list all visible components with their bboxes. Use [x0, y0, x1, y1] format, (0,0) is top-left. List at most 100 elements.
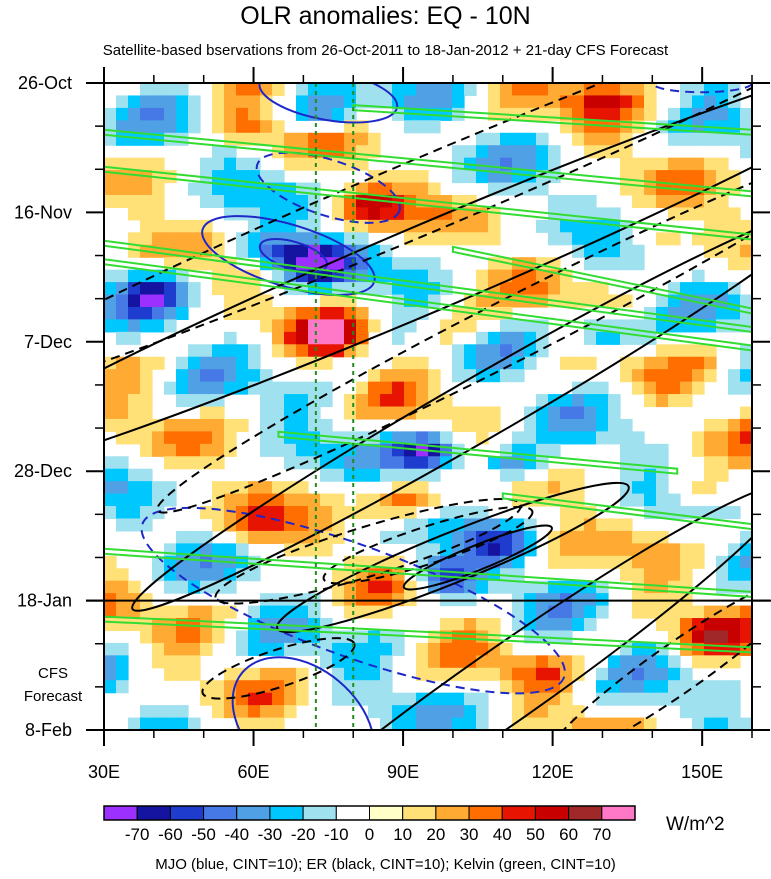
field-cell [368, 642, 381, 656]
field-cell [212, 431, 225, 445]
field-cell [692, 431, 705, 445]
field-cell [704, 618, 717, 632]
field-cell [236, 705, 249, 719]
field-cell [740, 418, 752, 432]
field-cell [416, 381, 429, 395]
field-cell [368, 282, 381, 296]
field-cell [176, 667, 189, 681]
field-cell [440, 667, 453, 681]
field-cell [416, 481, 429, 495]
field-cell [176, 269, 189, 283]
field-cell [728, 655, 741, 669]
field-cell [488, 655, 501, 669]
field-cell [164, 381, 177, 395]
field-cell [152, 319, 165, 333]
field-cell [164, 306, 177, 320]
field-cell [560, 605, 573, 619]
field-cell [524, 132, 537, 146]
field-cell [668, 170, 681, 184]
field-cell [476, 356, 489, 370]
field-cell [728, 107, 741, 121]
field-cell [464, 369, 477, 383]
field-cell [272, 120, 285, 134]
field-cell [560, 580, 573, 594]
field-cell [608, 543, 621, 557]
field-cell [212, 344, 225, 358]
field-cell [620, 518, 633, 532]
field-cell [512, 680, 525, 694]
kelvin-contour-9 [104, 615, 752, 654]
field-cell [416, 456, 429, 470]
field-cell [212, 443, 225, 457]
field-cell [560, 418, 573, 432]
x-tick-label: 30E [88, 762, 120, 782]
field-cell [164, 630, 177, 644]
field-cell [152, 568, 165, 582]
field-cell [104, 306, 117, 320]
field-cell [296, 394, 309, 408]
field-cell [272, 319, 285, 333]
field-cell [236, 543, 249, 557]
field-cell [548, 655, 561, 669]
field-cell [224, 381, 237, 395]
field-cell [404, 269, 417, 283]
field-cell [248, 232, 261, 246]
colorbar-box [269, 805, 304, 821]
field-cell [488, 406, 501, 420]
field-cell [332, 456, 345, 470]
field-cell [284, 182, 297, 196]
field-cell [392, 692, 405, 706]
field-cell [356, 468, 369, 482]
field-cell [236, 530, 249, 544]
field-cell [476, 132, 489, 146]
field-cell [200, 194, 213, 209]
field-cell [512, 319, 525, 333]
field-cell [212, 182, 225, 196]
field-cell [428, 518, 441, 532]
field-cell [224, 543, 237, 557]
field-cell [452, 369, 465, 383]
kelvin-contour-0 [104, 128, 752, 198]
field-cell [236, 717, 249, 730]
field-cell [176, 257, 189, 271]
field-cell [608, 680, 621, 694]
field-cell [632, 95, 645, 109]
field-cell [260, 605, 273, 619]
field-cell [380, 642, 393, 656]
field-cell [560, 406, 573, 420]
field-cell [476, 207, 489, 221]
field-cell [692, 381, 705, 395]
field-cell [212, 630, 225, 644]
field-cell [680, 132, 693, 146]
field-cell [536, 107, 549, 121]
field-cell [560, 194, 573, 209]
field-cell [644, 680, 657, 694]
field-cell [704, 132, 717, 146]
colorbar-box [501, 805, 536, 821]
field-cell [368, 95, 381, 109]
field-cell [716, 319, 729, 333]
field-cell [380, 182, 393, 196]
field-cell [128, 468, 141, 482]
field-cell [200, 456, 213, 470]
field-cell [572, 418, 585, 432]
field-cell [644, 95, 657, 109]
field-cell [152, 717, 165, 730]
field-cell [176, 443, 189, 457]
field-cell [692, 306, 705, 320]
field-cell [104, 618, 117, 632]
field-cell [692, 132, 705, 146]
colorbar-box [534, 805, 570, 821]
field-cell [176, 356, 189, 370]
field-cell [296, 331, 309, 345]
field-cell [104, 107, 117, 121]
field-cell [512, 580, 525, 594]
field-cell [308, 543, 321, 557]
field-cell [200, 369, 213, 383]
field-cell [188, 456, 201, 470]
field-cell [344, 468, 357, 482]
field-cell [284, 692, 297, 706]
field-cell [440, 232, 453, 246]
field-cell [380, 95, 393, 109]
field-cell [548, 145, 561, 159]
